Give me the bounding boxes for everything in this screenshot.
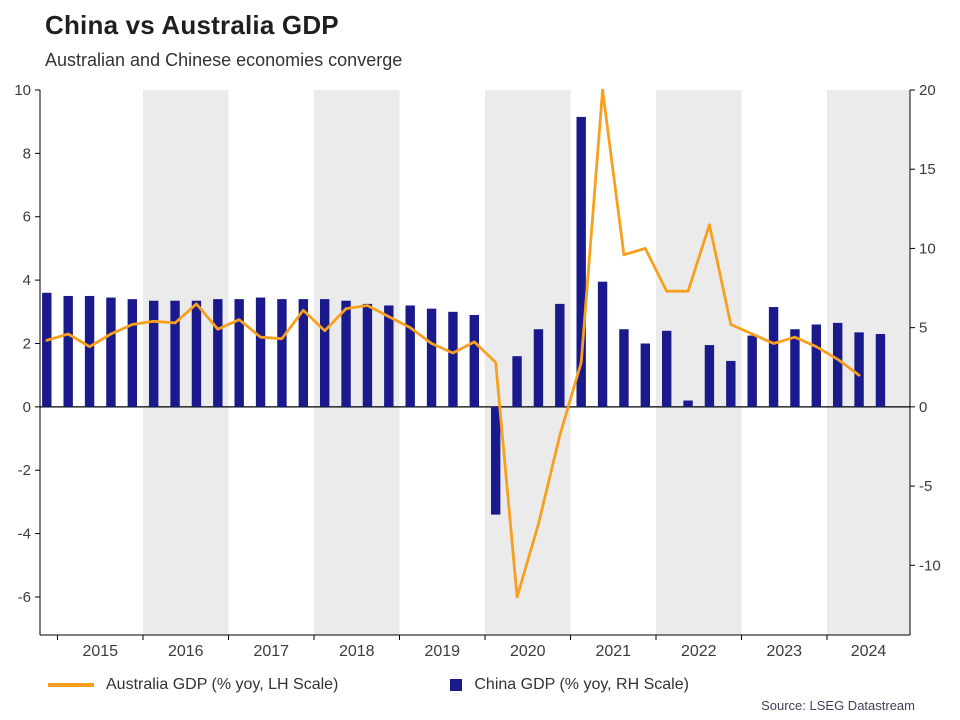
china-gdp-bar <box>170 300 180 407</box>
china-gdp-bar <box>148 300 159 407</box>
legend-label-australia: Australia GDP (% yoy, LH Scale) <box>106 676 339 693</box>
left-axis-tick-label: 8 <box>23 145 31 162</box>
right-axis-tick-label: -10 <box>919 557 941 574</box>
legend: Australia GDP (% yoy, LH Scale) China GD… <box>48 676 689 694</box>
china-gdp-bar <box>747 335 757 407</box>
china-gdp-bar <box>277 299 287 407</box>
year-label-2016: 2016 <box>168 643 204 660</box>
china-gdp-bar <box>875 333 886 407</box>
source-credit: Source: LSEG Datastream <box>761 698 915 713</box>
china-gdp-bar <box>704 345 715 407</box>
gdp-combo-chart: 2015 2016 2017 2018 2019 2020 2021 2022 2023 2024… <box>14 82 941 660</box>
year-label-2015: 2015 <box>82 643 118 660</box>
china-gdp-bar <box>469 314 480 407</box>
right-axis-tick-label: 5 <box>919 320 927 337</box>
china-gdp-bar <box>790 329 800 407</box>
china-gdp-bar <box>811 324 822 407</box>
year-label-2020: 2020 <box>510 643 546 660</box>
china-bar-swatch <box>450 679 463 691</box>
year-label-2019: 2019 <box>424 643 460 660</box>
china-gdp-bar <box>640 343 651 407</box>
year-label-2017: 2017 <box>253 643 289 660</box>
china-gdp-bar <box>234 299 244 407</box>
year-label-2022: 2022 <box>681 643 717 660</box>
china-gdp-bar <box>384 305 394 407</box>
year-label-2021: 2021 <box>595 643 631 660</box>
right-axis-tick-label: 15 <box>919 161 936 178</box>
right-axis-tick-label: -5 <box>919 478 932 495</box>
right-axis-tick-label: 20 <box>919 82 936 99</box>
left-axis-tick-label: 0 <box>23 399 31 416</box>
china-gdp-bar <box>512 356 522 407</box>
china-gdp-bar <box>683 400 693 407</box>
china-gdp-bar <box>405 305 415 407</box>
china-gdp-bar <box>768 307 779 407</box>
chart-subtitle: Australian and Chinese economies converg… <box>45 50 403 70</box>
china-gdp-bar <box>661 330 672 407</box>
china-gdp-bar <box>63 295 73 407</box>
china-gdp-bar <box>533 329 544 407</box>
china-gdp-bar <box>106 297 116 407</box>
china-gdp-bar <box>597 281 608 407</box>
australia-gdp-line <box>45 88 861 599</box>
legend-label-china: China GDP (% yoy, RH Scale) <box>474 676 689 693</box>
china-gdp-bar <box>213 299 223 407</box>
china-gdp-bar <box>42 292 52 407</box>
left-axis-tick-label: -4 <box>18 526 31 543</box>
left-axis-tick-label: 4 <box>23 272 31 289</box>
china-gdp-bar <box>490 406 501 515</box>
china-gdp-bar <box>298 299 309 407</box>
australia-line-swatch <box>48 683 94 687</box>
left-axis-tick-label: -6 <box>18 589 31 606</box>
left-axis-tick-label: 10 <box>14 82 31 99</box>
right-axis-tick-label: 10 <box>919 240 936 257</box>
right-axis-tick-label: 0 <box>919 399 927 416</box>
year-label-2024: 2024 <box>851 643 887 660</box>
china-gdp-bar <box>448 311 458 407</box>
left-axis-tick-label: 6 <box>23 209 31 226</box>
china-gdp-bar <box>555 303 565 407</box>
year-label-2018: 2018 <box>339 643 375 660</box>
china-gdp-bar <box>726 360 736 407</box>
legend-item-china: China GDP (% yoy, RH Scale) <box>450 676 689 694</box>
china-gdp-bar <box>832 322 843 407</box>
china-gdp-bar <box>84 295 95 407</box>
china-gdp-bar <box>854 332 864 407</box>
legend-item-australia: Australia GDP (% yoy, LH Scale) <box>48 676 338 694</box>
china-gdp-bar <box>362 303 373 407</box>
china-gdp-bar <box>341 300 351 407</box>
year-label-2023: 2023 <box>766 643 802 660</box>
china-gdp-bar <box>255 297 266 407</box>
left-axis-tick-label: 2 <box>23 335 31 352</box>
left-axis-tick-label: -2 <box>18 462 31 479</box>
china-gdp-bar <box>576 116 586 407</box>
china-gdp-bar <box>319 299 330 407</box>
china-gdp-bar <box>619 329 629 407</box>
chart-title: China vs Australia GDP <box>45 10 339 40</box>
china-gdp-bar <box>127 299 138 407</box>
china-gdp-bar <box>191 300 202 407</box>
china-gdp-bar <box>426 308 437 407</box>
